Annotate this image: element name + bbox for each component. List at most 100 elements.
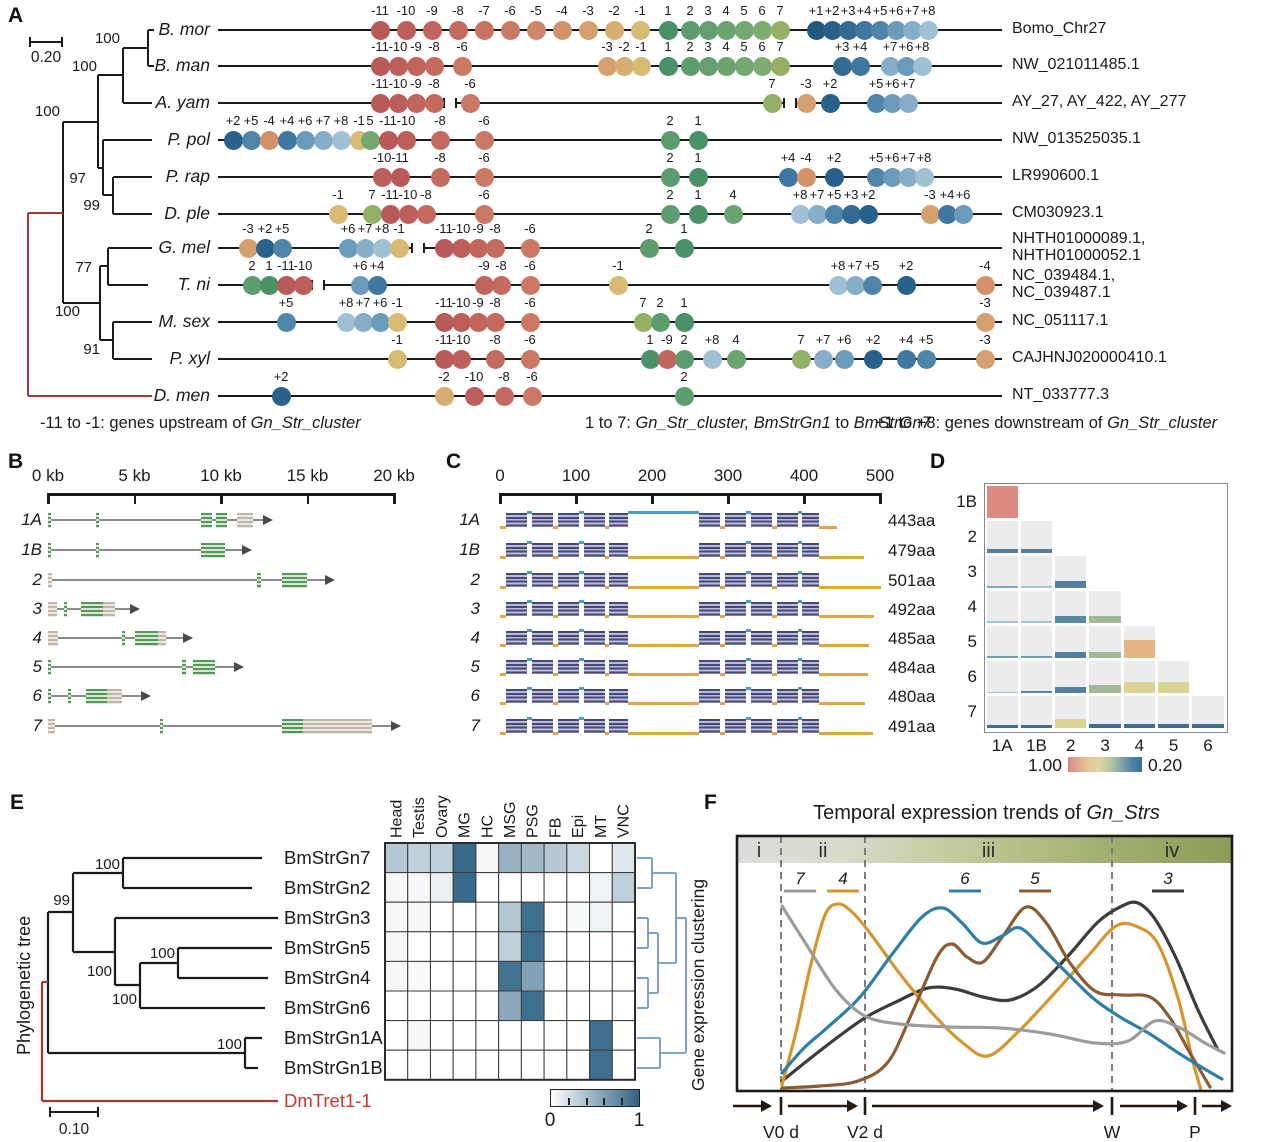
gene-dot xyxy=(520,349,540,369)
gene-dot-label: +3 xyxy=(834,39,850,54)
intron-line xyxy=(48,725,391,727)
gene-dot-label: +6 xyxy=(372,295,388,310)
gene-dot-label: -3 xyxy=(582,3,594,18)
gene-dot-label: +3 xyxy=(840,3,856,18)
gene-dot-label: +2 xyxy=(273,369,289,384)
gene-id-label: 4 xyxy=(32,628,42,647)
topology-loop xyxy=(746,510,751,514)
gene-dot-label: 3 xyxy=(704,3,712,18)
svg-text: VNC xyxy=(616,804,633,838)
matrix-cell xyxy=(986,520,1018,553)
intron-line xyxy=(48,666,234,668)
tm-helix xyxy=(776,513,798,527)
gene-dot-label: -10 xyxy=(451,332,471,347)
exon-cds xyxy=(48,542,51,558)
matrix-cell-bar xyxy=(1055,616,1087,623)
gene-dot xyxy=(880,56,900,76)
gene-dot xyxy=(238,238,258,258)
gene-dot-label: +8 xyxy=(830,258,846,273)
gene-dot-label: -10 xyxy=(388,76,408,91)
svg-text: 0.10 xyxy=(59,1121,90,1138)
matrix-cell-bar xyxy=(1020,586,1053,588)
colorbar-e xyxy=(550,1089,640,1107)
exon-utr xyxy=(48,572,53,588)
topology-loop xyxy=(772,672,777,676)
gene-dot-label: -4 xyxy=(263,113,275,128)
exon-utr xyxy=(103,601,115,617)
tm-helix xyxy=(557,543,580,557)
gene-dot xyxy=(362,204,382,224)
gene-dot xyxy=(858,204,878,224)
matrix-row-label: 5 xyxy=(967,631,977,651)
contig-break-gap xyxy=(784,100,796,106)
topology-loop xyxy=(746,540,751,544)
gene-dot-label: 2 xyxy=(666,187,674,202)
kb-scale-tick xyxy=(133,493,136,504)
tm-helix xyxy=(506,543,528,557)
protein-id-label: 2 xyxy=(470,570,480,589)
svg-text: 6 xyxy=(960,869,970,888)
aa-scale-label: 500 xyxy=(865,466,895,485)
gene-dot xyxy=(639,238,659,258)
gene-dot xyxy=(770,20,790,40)
topology-loop xyxy=(527,570,532,574)
panel-label-d: D xyxy=(930,450,946,473)
gene-dot-label: 7 xyxy=(639,295,647,310)
gene-dot-label: -3 xyxy=(979,295,991,310)
topology-loop xyxy=(604,731,610,735)
gene-dot xyxy=(896,349,916,369)
matrix-cell-bar xyxy=(1089,651,1121,658)
gene-dot-label: +7 xyxy=(809,187,825,202)
exon-cds xyxy=(80,601,104,617)
gene-dot xyxy=(460,93,480,113)
gene-dot xyxy=(796,93,816,113)
topology-loop xyxy=(500,672,507,676)
matrix-cell xyxy=(1020,661,1053,694)
gene-dot xyxy=(608,275,628,295)
gene-dot-label: -10 xyxy=(398,187,418,202)
matrix-row-label: 6 xyxy=(967,667,977,687)
gene-dot xyxy=(378,130,398,150)
gene-dot-label: +8 xyxy=(920,3,936,18)
synteny-line xyxy=(218,321,1002,323)
aa-scale-tick xyxy=(727,493,730,504)
gene-dot xyxy=(674,312,694,332)
aa-length-label: 480aa xyxy=(888,687,936,706)
topology-loop xyxy=(746,570,751,574)
kb-scale-label: 20 kb xyxy=(373,466,415,485)
matrix-cell-bar xyxy=(1089,724,1121,729)
tm-helix xyxy=(724,513,747,527)
gene-dot xyxy=(370,93,390,113)
svg-text: 91 xyxy=(83,341,100,358)
exon-cds xyxy=(159,718,164,734)
intron-line xyxy=(48,637,183,639)
gene-dot xyxy=(688,130,708,150)
phase-band xyxy=(737,836,1232,863)
gene-dot-label: 5 xyxy=(366,113,374,128)
kb-scale-label: 0 kb xyxy=(31,466,65,485)
topology-loop xyxy=(527,716,532,720)
gene-dot-label: +4 xyxy=(369,258,385,273)
gene-dot-label: +5 xyxy=(872,3,888,18)
tm-helix xyxy=(724,543,747,557)
aa-scale-line xyxy=(500,493,880,496)
matrix-cell xyxy=(1192,696,1224,729)
gene-dot xyxy=(822,20,842,40)
topology-loop xyxy=(553,643,558,647)
topology-loop xyxy=(579,510,584,514)
gene-dot xyxy=(360,130,380,150)
gene-dot xyxy=(680,20,700,40)
contig-break-tick xyxy=(423,243,425,253)
gene-dot-label: -6 xyxy=(526,369,538,384)
gene-dot xyxy=(796,167,816,187)
tm-helix xyxy=(699,602,721,616)
species-label: P. xyl xyxy=(169,348,210,368)
gene-dot-label: 2 xyxy=(645,221,653,236)
matrix-cell xyxy=(1123,696,1155,729)
matrix-cell xyxy=(1089,696,1121,729)
topology-loop xyxy=(797,510,803,514)
gene-dot-label: 4 xyxy=(729,187,737,202)
exon-utr xyxy=(48,601,57,617)
gene-dot xyxy=(388,93,408,113)
tm-helix xyxy=(802,719,820,733)
